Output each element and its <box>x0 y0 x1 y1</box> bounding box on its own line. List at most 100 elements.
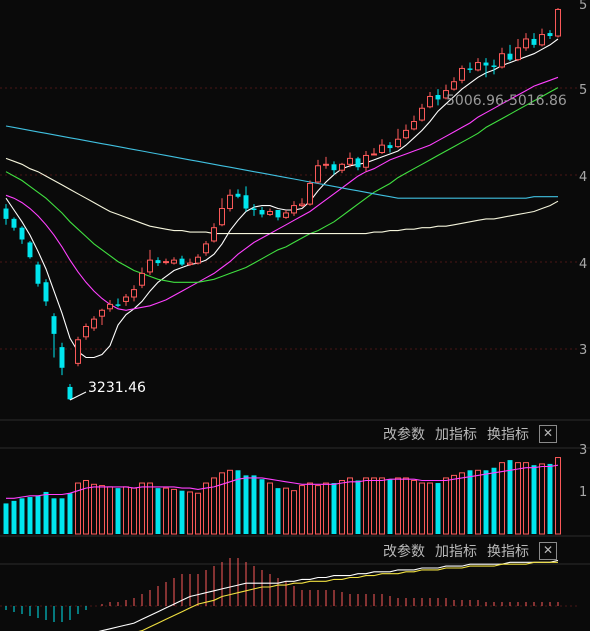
volume-bar <box>267 482 273 535</box>
ma-line-ma30 <box>5 87 559 283</box>
volume-bar <box>371 477 377 535</box>
switch-indicator-button[interactable]: 换指标 <box>487 544 529 560</box>
candle-body <box>531 38 537 45</box>
candle <box>267 208 273 216</box>
volume-bar <box>3 503 9 534</box>
candle <box>195 254 201 265</box>
price-dashed-gridlines <box>0 87 578 350</box>
low-annotation-label: 3231.46 <box>88 380 146 396</box>
modify-params-button[interactable]: 改参数 <box>383 544 425 560</box>
candle <box>235 189 241 199</box>
ma-line-ma120 <box>5 125 558 199</box>
add-indicator-button[interactable]: 加指标 <box>435 544 477 560</box>
candle-body <box>187 262 193 266</box>
candle <box>11 217 17 231</box>
candle <box>363 151 369 172</box>
candle <box>67 383 73 400</box>
candle-body <box>499 53 505 68</box>
volume-bar <box>259 479 265 534</box>
volume-bar <box>523 462 529 535</box>
candle-body <box>363 154 369 168</box>
volume-toolbar: 改参数 加指标 换指标 ✕ <box>383 423 557 445</box>
macd-histogram <box>0 558 578 631</box>
candle <box>27 240 33 259</box>
candle <box>531 33 537 48</box>
candle <box>387 142 393 153</box>
candle-body <box>99 309 105 317</box>
candle <box>323 156 329 169</box>
candle-body <box>91 318 97 329</box>
volume-bar <box>115 488 121 534</box>
switch-indicator-button[interactable]: 换指标 <box>487 427 529 443</box>
volume-bar <box>211 477 217 535</box>
volume-bar <box>547 463 553 534</box>
candle <box>243 186 249 212</box>
candle <box>179 255 185 267</box>
candle-body <box>139 272 145 286</box>
candle-body <box>83 325 89 338</box>
candle-body <box>443 90 449 99</box>
volume-bar <box>339 479 345 535</box>
candle <box>347 152 353 168</box>
candle-body <box>539 34 545 46</box>
candle-body <box>451 81 457 90</box>
price-moving-averages <box>5 38 559 359</box>
macd-line-2 <box>138 561 558 631</box>
candle <box>299 198 305 208</box>
ma-line-ma5 <box>5 38 559 359</box>
candle-body <box>195 256 201 264</box>
candle <box>499 47 505 69</box>
price-range-label: 5006.96-5016.86 <box>446 93 567 109</box>
candle-body <box>259 210 265 215</box>
candle-body <box>251 208 257 211</box>
volume-bar <box>291 490 297 535</box>
volume-bar <box>435 483 441 534</box>
volume-bar <box>11 500 17 534</box>
candle-body <box>395 138 401 148</box>
volume-bar <box>123 486 129 535</box>
candle-body <box>307 182 313 205</box>
volume-bar <box>427 482 433 535</box>
candle-body <box>35 264 41 284</box>
candle <box>331 161 337 175</box>
volume-bars <box>3 457 561 535</box>
candle-body <box>355 158 361 168</box>
candle <box>443 84 449 100</box>
candle <box>83 323 89 340</box>
candle-body <box>11 218 17 228</box>
volume-bar <box>387 479 393 534</box>
volume-bar <box>411 479 417 535</box>
volume-bar <box>315 485 321 535</box>
price-axis-tick-3: 4 <box>579 170 588 185</box>
candle <box>107 299 113 312</box>
volume-average-line <box>6 464 559 499</box>
candle-body <box>315 165 321 183</box>
volume-bar <box>227 469 233 535</box>
close-icon[interactable]: ✕ <box>539 425 557 443</box>
add-indicator-button[interactable]: 加指标 <box>435 427 477 443</box>
candle <box>131 285 137 302</box>
candle-body <box>523 38 529 49</box>
close-icon[interactable]: ✕ <box>539 542 557 560</box>
volume-bar <box>331 483 337 534</box>
volume-bar <box>107 486 113 535</box>
candle-body <box>227 194 233 210</box>
candle-body <box>243 195 249 209</box>
candle-body <box>467 68 473 70</box>
candle-body <box>403 129 409 139</box>
candle-body <box>211 227 217 242</box>
candle <box>379 139 385 154</box>
candle-body <box>179 258 185 265</box>
candle <box>467 62 473 73</box>
volume-bar <box>443 477 449 535</box>
volume-bar <box>59 498 65 534</box>
candle <box>115 298 121 308</box>
modify-params-button[interactable]: 改参数 <box>383 427 425 443</box>
volume-bar <box>419 482 425 535</box>
candle <box>315 159 321 184</box>
candle-body <box>27 242 33 258</box>
candle <box>99 308 105 326</box>
candle-body <box>459 67 465 81</box>
volume-bar <box>155 488 161 534</box>
candle <box>515 38 521 62</box>
